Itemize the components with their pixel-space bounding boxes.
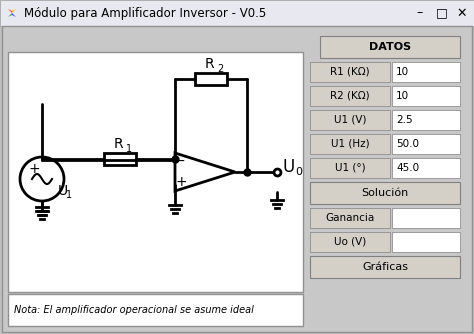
FancyBboxPatch shape <box>392 86 460 106</box>
Text: 50.0: 50.0 <box>396 139 419 149</box>
Text: U: U <box>283 158 295 176</box>
Text: +: + <box>28 162 40 176</box>
Text: +: + <box>175 175 187 189</box>
Text: R: R <box>204 57 214 71</box>
FancyBboxPatch shape <box>310 110 390 130</box>
Bar <box>104 153 136 165</box>
Text: U1 (°): U1 (°) <box>335 163 365 173</box>
Text: 0: 0 <box>295 167 302 177</box>
Text: Ganancia: Ganancia <box>325 213 374 223</box>
FancyBboxPatch shape <box>310 158 390 178</box>
Text: R1 (KΩ): R1 (KΩ) <box>330 67 370 77</box>
FancyBboxPatch shape <box>310 232 390 252</box>
Text: 1: 1 <box>66 190 72 200</box>
FancyBboxPatch shape <box>8 294 303 326</box>
FancyBboxPatch shape <box>392 208 460 228</box>
Text: 45.0: 45.0 <box>396 163 419 173</box>
Text: DATOS: DATOS <box>369 42 411 52</box>
FancyBboxPatch shape <box>392 232 460 252</box>
Bar <box>195 73 227 85</box>
Text: 10: 10 <box>396 67 409 77</box>
Text: □: □ <box>436 6 448 19</box>
Text: U1 (Hz): U1 (Hz) <box>331 139 369 149</box>
Polygon shape <box>8 13 12 17</box>
FancyBboxPatch shape <box>310 256 460 278</box>
Text: Gráficas: Gráficas <box>362 262 408 272</box>
FancyBboxPatch shape <box>392 134 460 154</box>
Polygon shape <box>8 9 12 13</box>
Text: Solución: Solución <box>361 188 409 198</box>
Text: 2: 2 <box>217 64 223 74</box>
Text: R2 (KΩ): R2 (KΩ) <box>330 91 370 101</box>
FancyBboxPatch shape <box>320 36 460 58</box>
FancyBboxPatch shape <box>310 182 460 204</box>
FancyBboxPatch shape <box>310 86 390 106</box>
Text: ✕: ✕ <box>457 6 467 19</box>
Text: U: U <box>58 184 68 198</box>
Text: 1: 1 <box>126 144 132 154</box>
FancyBboxPatch shape <box>392 110 460 130</box>
Text: 10: 10 <box>396 91 409 101</box>
FancyBboxPatch shape <box>8 52 303 292</box>
Polygon shape <box>12 9 16 13</box>
FancyBboxPatch shape <box>392 62 460 82</box>
Polygon shape <box>12 13 16 17</box>
Text: –: – <box>178 155 184 169</box>
Text: 2.5: 2.5 <box>396 115 413 125</box>
FancyBboxPatch shape <box>310 62 390 82</box>
FancyBboxPatch shape <box>0 0 474 26</box>
Text: Nota: El amplificador operacional se asume ideal: Nota: El amplificador operacional se asu… <box>14 305 254 315</box>
Text: –: – <box>417 6 423 19</box>
Text: Módulo para Amplificador Inversor - V0.5: Módulo para Amplificador Inversor - V0.5 <box>24 6 266 19</box>
FancyBboxPatch shape <box>2 26 472 332</box>
FancyBboxPatch shape <box>310 134 390 154</box>
Text: U1 (V): U1 (V) <box>334 115 366 125</box>
FancyBboxPatch shape <box>310 208 390 228</box>
FancyBboxPatch shape <box>392 158 460 178</box>
Text: Uo (V): Uo (V) <box>334 237 366 247</box>
Text: R: R <box>113 137 123 151</box>
